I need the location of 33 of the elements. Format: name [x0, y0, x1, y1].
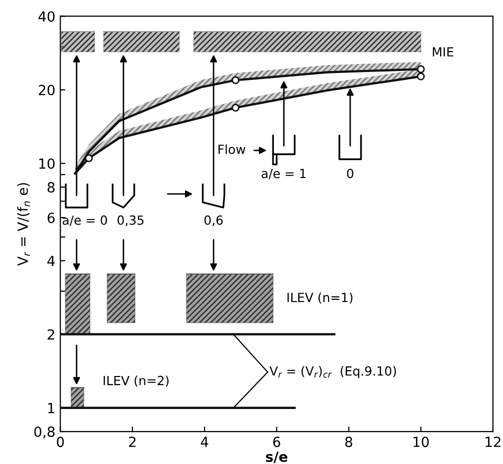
y-tick-label: 2: [48, 329, 54, 340]
y-tick-label: 4: [47, 256, 55, 266]
y-tick-label: 10: [39, 158, 55, 169]
point: [232, 76, 240, 84]
y-tick-label: 20: [38, 84, 55, 96]
point: [84, 154, 93, 162]
point: [416, 72, 425, 80]
point: [416, 65, 425, 74]
annotation: MIE: [432, 47, 454, 56]
y-axis-title: V$_{r}$ = V/(f$_{n}$ e): [17, 183, 30, 266]
annotation: ILEV (n=2): [104, 376, 169, 387]
x-tick-label: 0: [56, 436, 64, 448]
y-tick-label: 40: [38, 11, 55, 22]
x-tick-label: 2: [129, 436, 136, 447]
y-tick-label: 6: [48, 212, 55, 224]
x-tick-label: 8: [345, 436, 352, 448]
annotation: 0,35: [118, 215, 144, 226]
x-axis-title: s/e: [266, 452, 288, 464]
x-tick-label: 12: [486, 436, 500, 447]
x-tick-label: 6: [273, 436, 280, 448]
annotation: Flow: [218, 144, 246, 154]
annotation: ILEV (n=1): [288, 292, 352, 304]
annotation: 0,6: [204, 215, 223, 226]
annotation: a/e = 1: [262, 168, 306, 180]
annotation: a/e = 0: [62, 215, 108, 226]
annotation: V$_{r}$ = (V$_{r}$)$_{cr}$ (Eq.9.10): [270, 366, 396, 378]
point: [232, 104, 240, 112]
x-tick-label: 4: [200, 436, 208, 447]
y-tick-label: 8: [48, 182, 55, 193]
x-tick-label: 10: [414, 436, 429, 448]
y-tick-label: 1: [48, 402, 54, 414]
annotation: 0: [347, 168, 354, 178]
y-tick-label: 0,8: [34, 426, 55, 438]
